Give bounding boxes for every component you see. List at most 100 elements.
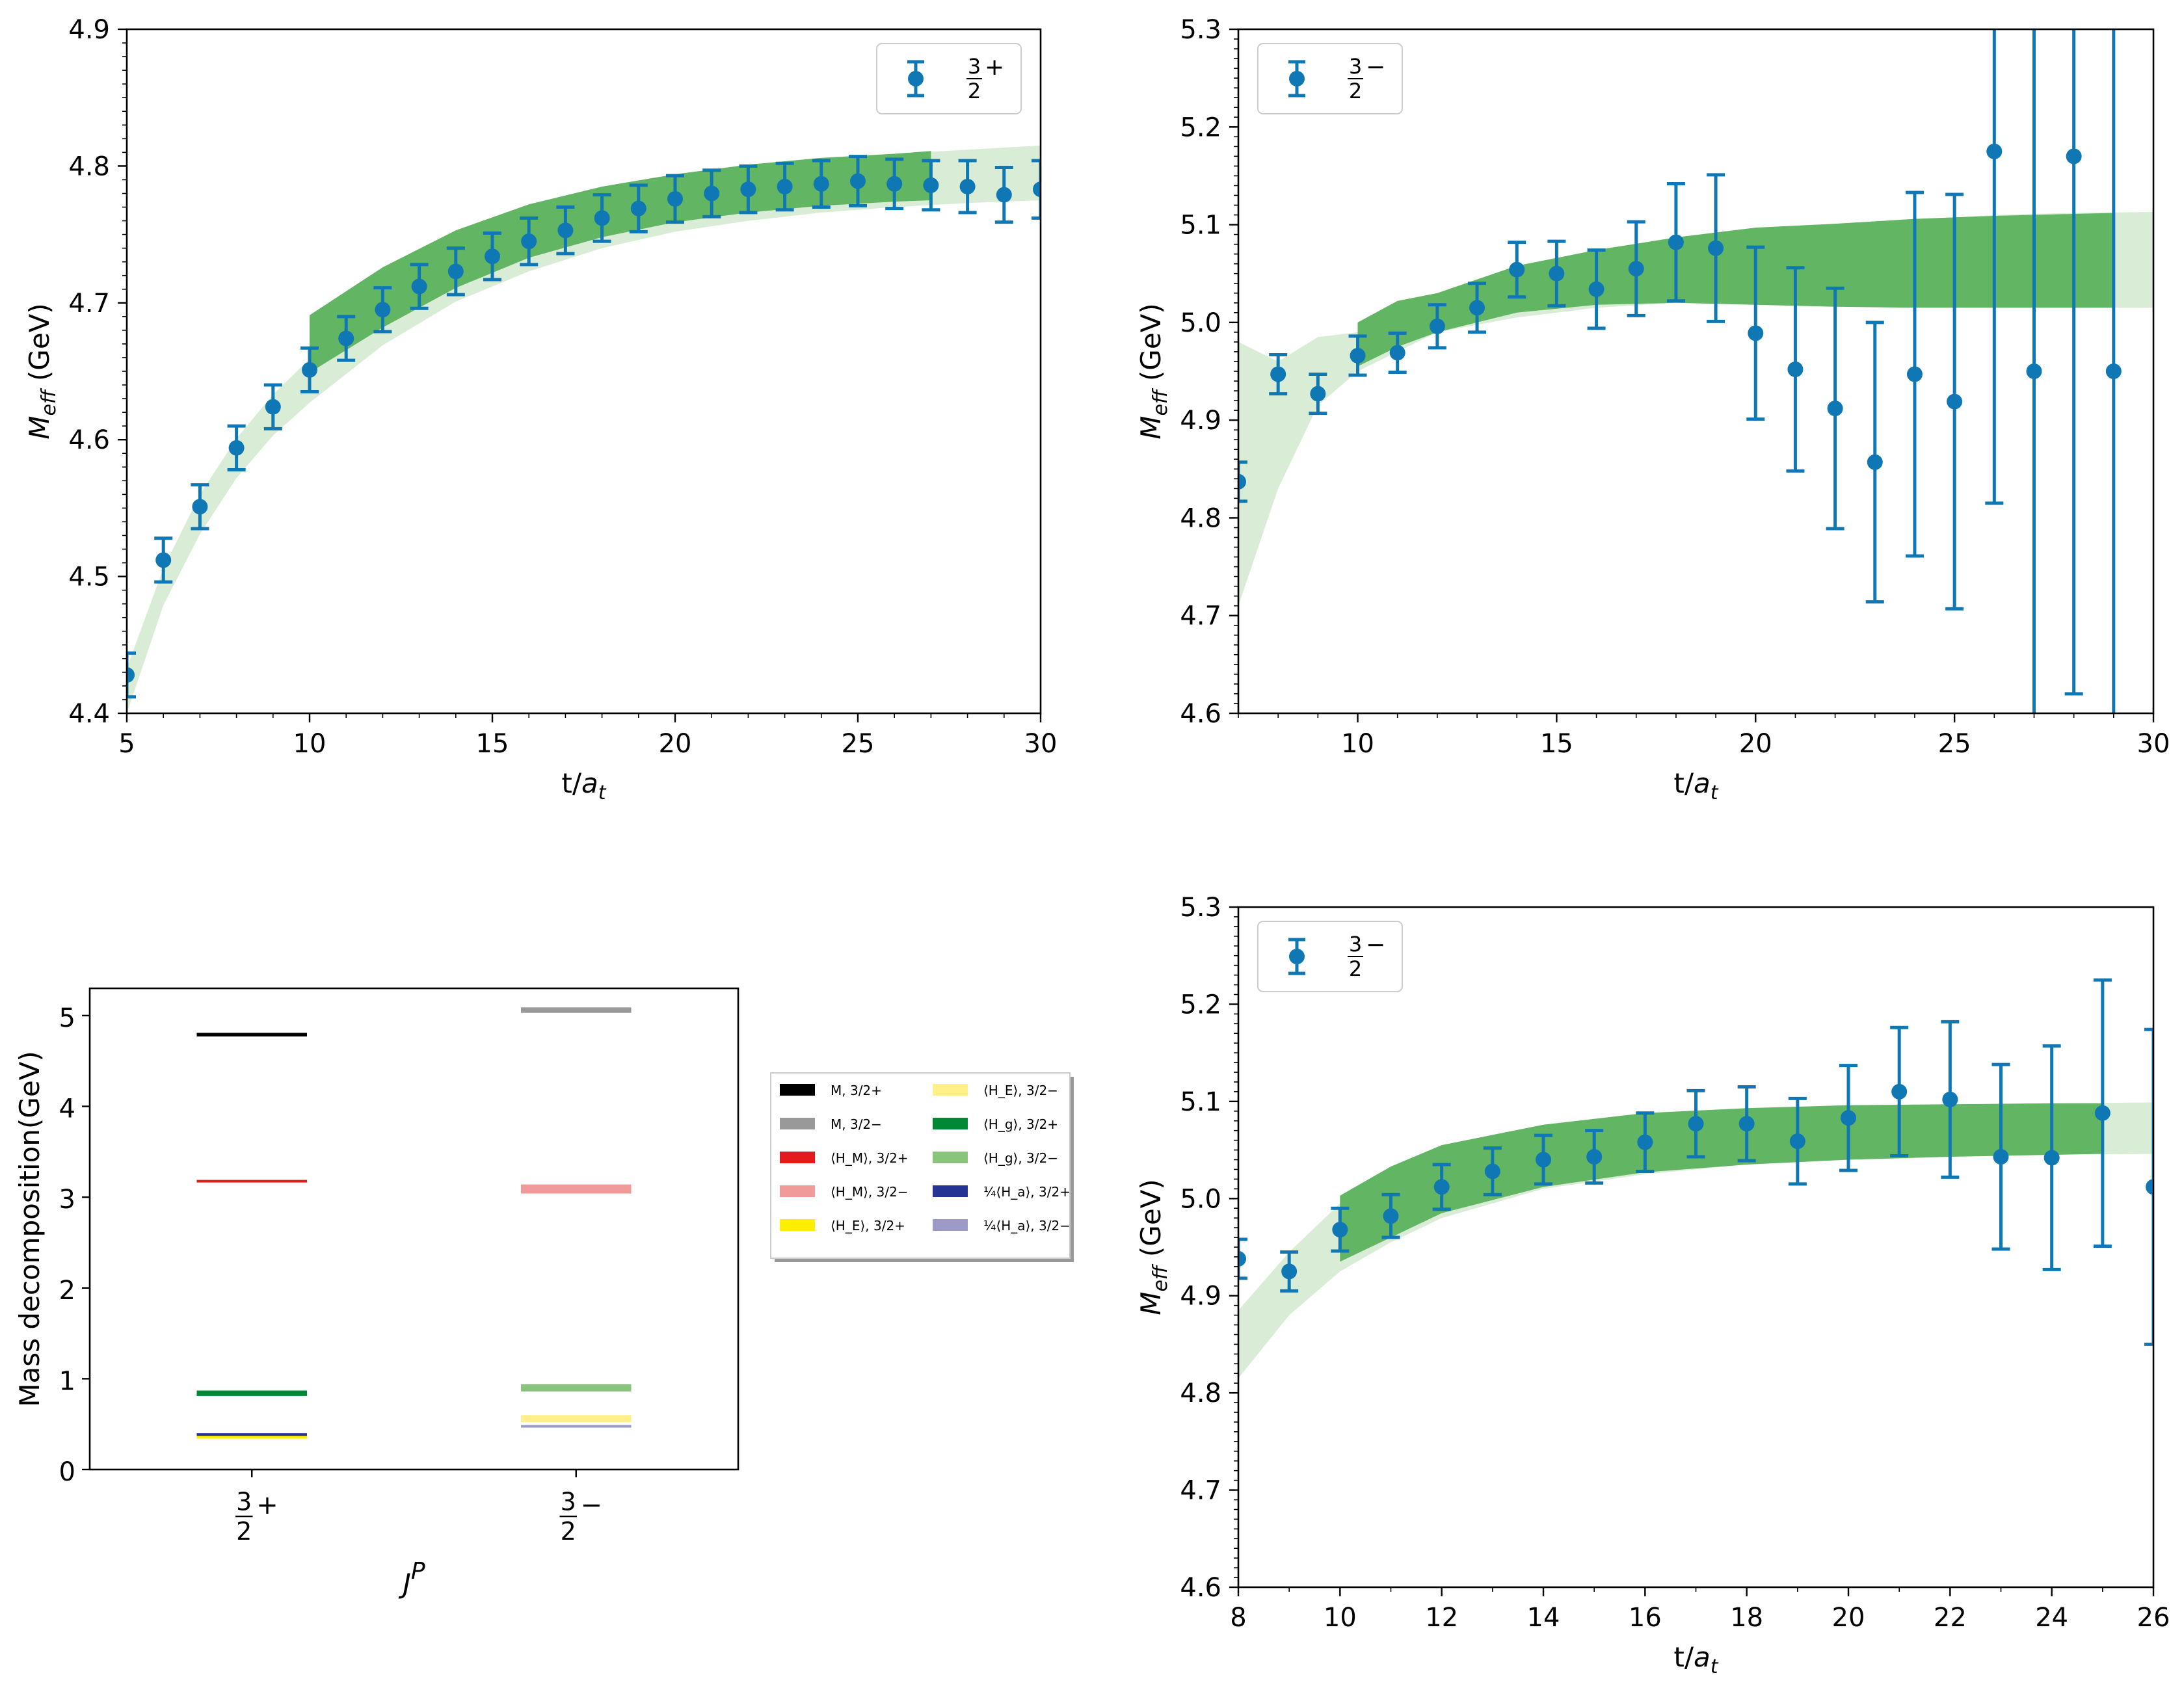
data-marker [1993, 1149, 2009, 1165]
legend-label: ¼⟨H_a⟩, 3/2+ [983, 1184, 1071, 1200]
decomposition-bar [521, 1184, 632, 1194]
frac-den: 2 [236, 1517, 252, 1546]
data-point-28 [958, 159, 977, 215]
y-axis-label: Meff (GeV) [1135, 1179, 1172, 1315]
y-tick-label: 4.8 [68, 152, 110, 181]
data-marker [1947, 393, 1963, 410]
data-point-16 [1636, 1111, 1655, 1173]
x-tick-label: 26 [2137, 1603, 2170, 1633]
data-marker [886, 176, 903, 192]
data-point-19 [1788, 1096, 1807, 1186]
data-marker [192, 499, 208, 515]
data-marker [1033, 181, 1041, 198]
data-marker [1789, 1133, 1805, 1150]
decomposition-bar [521, 1384, 632, 1391]
y-tick-label: 5.3 [1180, 15, 1221, 45]
effective-mass-plot-top-right: 10 15 20 25 30 4.6 4.7 4.8 4.9 5.0 5.1 5.2 5.3 t/at Me… [1135, 15, 2170, 804]
data-marker [375, 302, 391, 318]
legend-parity: − [1366, 932, 1385, 958]
data-marker [594, 210, 610, 226]
legend-item: ⟨H_E⟩, 3/2− [933, 1083, 1058, 1098]
legend-item: ⟨H_g⟩, 3/2+ [933, 1116, 1058, 1132]
data-marker [1738, 1116, 1755, 1132]
data-marker [1350, 347, 1366, 363]
x-tick-label: 18 [1730, 1603, 1763, 1633]
y-tick-label: 4.5 [68, 562, 110, 592]
data-marker [265, 399, 281, 415]
fit-band-dark [1340, 1103, 2103, 1262]
x-axis-label: t/at [561, 767, 606, 804]
data-marker [1942, 1091, 1958, 1107]
legend-label: ¼⟨H_a⟩, 3/2− [983, 1218, 1071, 1233]
legend-label: M, 3/2− [831, 1116, 882, 1132]
data-point-18 [1666, 181, 1685, 303]
legend-marker [1289, 949, 1305, 964]
x-axis-label: t/at [1673, 1641, 1718, 1678]
legend-item: ¼⟨H_a⟩, 3/2+ [933, 1184, 1071, 1200]
y-tick-label: 0 [59, 1457, 75, 1487]
y-tick-label: 4.9 [1180, 1282, 1221, 1312]
y-tick-label: 5.1 [1180, 1087, 1221, 1117]
y-tick-label: 5.2 [1180, 112, 1221, 142]
legend-marker [1289, 71, 1305, 86]
data-point-14 [1508, 241, 1526, 299]
legend-item: ⟨H_E⟩, 3/2+ [780, 1218, 905, 1233]
x-tick-label: 20 [1832, 1603, 1865, 1633]
x-tick-label: 20 [1739, 729, 1772, 759]
data-marker [1588, 281, 1605, 297]
data-marker [1509, 261, 1525, 278]
legend-swatch [933, 1185, 968, 1197]
legend-label: ⟨H_M⟩, 3/2+ [831, 1150, 909, 1166]
data-marker [302, 362, 317, 378]
legend-item: M, 3/2+ [780, 1083, 882, 1098]
frac-num: 3 [236, 1488, 252, 1516]
data-point-22 [1941, 1020, 1960, 1179]
data-point-30 [1032, 159, 1041, 220]
legend-swatch [780, 1219, 815, 1231]
data-point-25 [849, 155, 867, 207]
data-point-12 [373, 286, 392, 334]
data-marker [1867, 454, 1883, 470]
decomposition-bar [521, 1425, 632, 1428]
decomposition-bar [196, 1390, 307, 1396]
legend-label: ⟨H_g⟩, 3/2− [983, 1150, 1058, 1166]
decomposition-bar [196, 1033, 307, 1036]
legend-swatch [780, 1118, 815, 1129]
data-point-7 [191, 483, 209, 531]
data-point-7 [1238, 460, 1247, 503]
data-marker [1429, 318, 1445, 334]
y-tick-label: 4.6 [1180, 699, 1221, 729]
data-marker [1628, 261, 1644, 277]
data-marker [1827, 401, 1843, 417]
legend: M, 3/2+ M, 3/2− ⟨H_M⟩, 3/2+ ⟨H_M⟩, 3/2− ⟨H_E… [770, 1072, 1074, 1262]
y-axis-label: Meff (GeV) [1135, 303, 1172, 440]
data-marker [1332, 1222, 1348, 1238]
legend-label: ⟨H_M⟩, 3/2− [831, 1184, 909, 1200]
legend-frac-num: 3 [1349, 54, 1362, 79]
x-tick-label: 5 [118, 729, 135, 759]
data-point-12 [1432, 1163, 1451, 1211]
data-point-16 [520, 216, 539, 267]
y-tick-label: 4.6 [1180, 1573, 1221, 1603]
data-marker [777, 178, 793, 194]
fit-band-light [127, 145, 1041, 713]
legend-item: ⟨H_M⟩, 3/2+ [780, 1150, 909, 1166]
data-point-13 [1483, 1146, 1502, 1196]
data-marker [1383, 1208, 1399, 1224]
y-tick-label: 4.4 [68, 699, 110, 729]
data-point-5 [127, 651, 136, 699]
x-tick-label: 20 [659, 729, 692, 759]
data-point-18 [1737, 1085, 1756, 1163]
data-point-10 [1331, 1206, 1350, 1253]
x-axis-label: t/at [1673, 767, 1718, 804]
data-marker [228, 440, 245, 456]
data-marker [1536, 1152, 1551, 1168]
y-tick-label: 5.0 [1180, 308, 1221, 338]
data-point-9 [1309, 373, 1327, 415]
data-point-27 [2026, 29, 2042, 713]
x-axis-label: JP [398, 1558, 425, 1600]
legend-swatch [933, 1152, 968, 1163]
x-tick-label: 10 [1341, 729, 1374, 759]
data-point-21 [702, 168, 721, 218]
